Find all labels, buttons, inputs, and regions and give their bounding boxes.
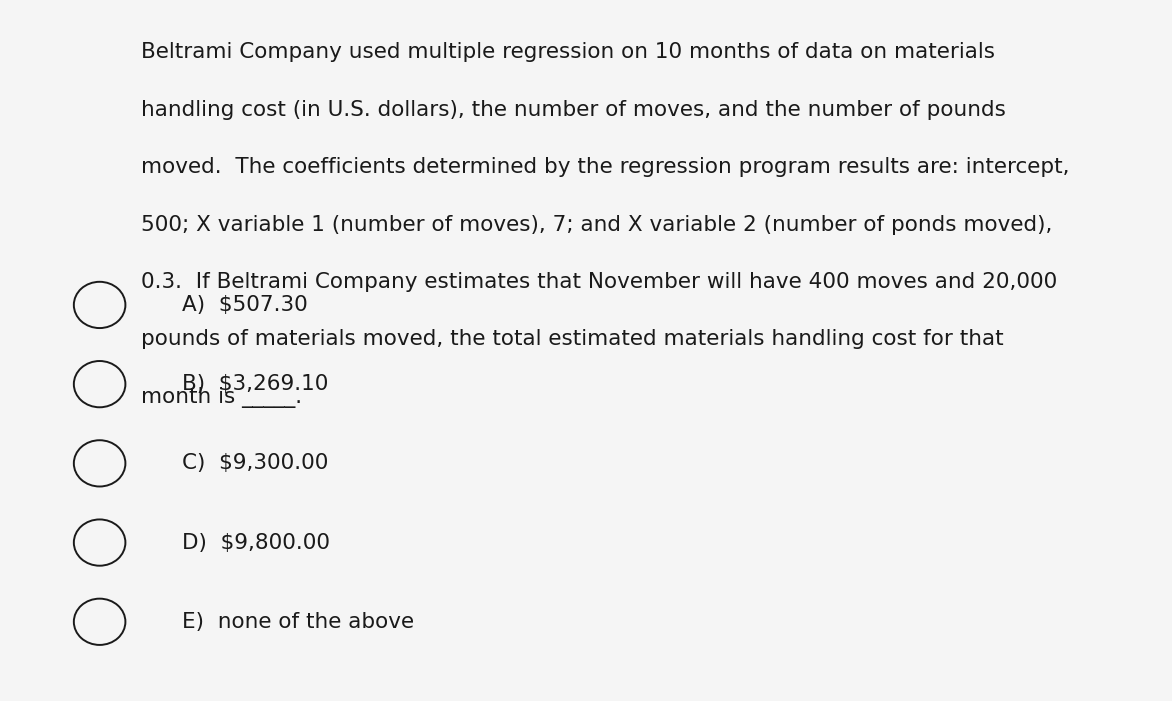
Text: Beltrami Company used multiple regression on 10 months of data on materials: Beltrami Company used multiple regressio… <box>141 42 995 62</box>
Text: C)  $9,300.00: C) $9,300.00 <box>182 454 328 473</box>
Text: month is _____.: month is _____. <box>141 387 301 408</box>
Text: 0.3.  If Beltrami Company estimates that November will have 400 moves and 20,000: 0.3. If Beltrami Company estimates that … <box>141 272 1057 292</box>
Text: moved.  The coefficients determined by the regression program results are: inter: moved. The coefficients determined by th… <box>141 157 1069 177</box>
Text: D)  $9,800.00: D) $9,800.00 <box>182 533 329 552</box>
Text: B)  $3,269.10: B) $3,269.10 <box>182 374 328 394</box>
Text: E)  none of the above: E) none of the above <box>182 612 414 632</box>
Text: A)  $507.30: A) $507.30 <box>182 295 307 315</box>
Text: pounds of materials moved, the total estimated materials handling cost for that: pounds of materials moved, the total est… <box>141 329 1003 350</box>
Text: handling cost (in U.S. dollars), the number of moves, and the number of pounds: handling cost (in U.S. dollars), the num… <box>141 100 1006 120</box>
Text: 500; X variable 1 (number of moves), 7; and X variable 2 (number of ponds moved): 500; X variable 1 (number of moves), 7; … <box>141 215 1052 235</box>
